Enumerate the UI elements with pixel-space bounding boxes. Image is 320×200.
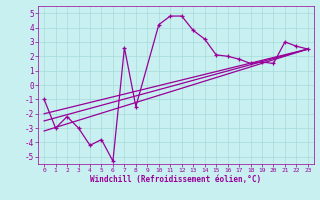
X-axis label: Windchill (Refroidissement éolien,°C): Windchill (Refroidissement éolien,°C) [91,175,261,184]
